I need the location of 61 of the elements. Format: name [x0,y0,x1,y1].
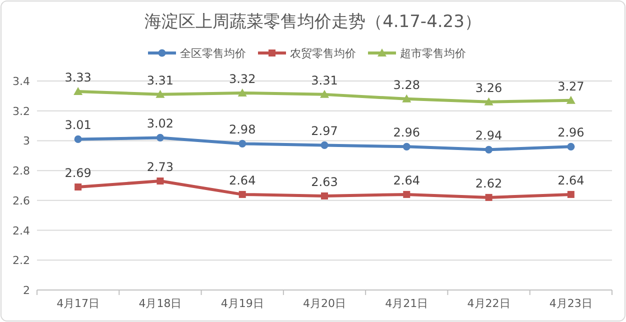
legend-label: 农贸零售均价 [290,47,356,60]
point [566,96,576,104]
point [320,90,329,98]
x-tick-label: 4月20日 [303,297,346,310]
point [567,142,575,150]
point [74,183,82,190]
y-tick-label: 2.4 [12,224,30,238]
y-tick-label: 2.2 [12,254,30,268]
y-tick-label: 2.8 [12,164,30,178]
data-label: 2.62 [475,176,502,190]
data-label: 2.94 [475,128,502,143]
point [156,90,165,98]
data-label: 2.64 [393,173,420,188]
point [238,88,247,96]
data-label: 2.64 [558,173,584,188]
chart-title: 海淀区上周蔬菜零售均价走势（4.17-4.23） [144,12,482,32]
x-tick-label: 4月21日 [385,297,428,310]
point [484,97,494,106]
point [567,190,574,198]
data-label: 3.33 [64,70,92,84]
data-label: 3.02 [146,116,174,131]
point [320,141,328,149]
data-label: 2.96 [393,126,420,140]
x-tick-label: 4月22日 [467,297,510,310]
data-label: 3.27 [558,79,584,94]
data-label: 2.69 [64,166,92,180]
y-tick-label: 2.6 [12,194,30,208]
point [74,86,83,95]
point [74,135,82,144]
y-tick-label: 3.4 [12,75,30,88]
data-label: 3.01 [64,118,92,132]
x-tick-label: 4月18日 [138,297,182,310]
data-label: 2.64 [229,173,256,188]
point [402,94,412,102]
x-tick-label: 4月19日 [220,297,264,310]
point [321,192,328,200]
x-tick-label: 4月23日 [549,297,592,310]
data-label: 2.98 [229,122,256,137]
y-tick-label: 3 [23,134,30,148]
point [484,146,493,154]
point [403,190,410,198]
data-label: 2.96 [558,126,584,140]
data-label: 2.73 [146,160,174,174]
point [156,134,164,142]
data-label: 3.32 [229,72,256,86]
y-tick-label: 3.2 [12,104,30,118]
data-label: 3.31 [146,73,174,88]
point [238,190,246,198]
data-label: 2.63 [311,174,338,189]
point [485,194,492,201]
data-label: 3.31 [311,73,338,88]
data-label: 3.26 [475,80,502,95]
x-tick-label: 4月17日 [56,297,100,310]
legend-label: 全区零售均价 [180,47,246,60]
data-label: 3.28 [393,78,420,92]
data-label: 2.97 [311,124,338,138]
point [402,142,410,150]
legend-label: 超市零售均价 [400,47,466,60]
point [238,140,246,148]
y-tick-label: 2 [23,284,30,297]
point [156,178,164,185]
